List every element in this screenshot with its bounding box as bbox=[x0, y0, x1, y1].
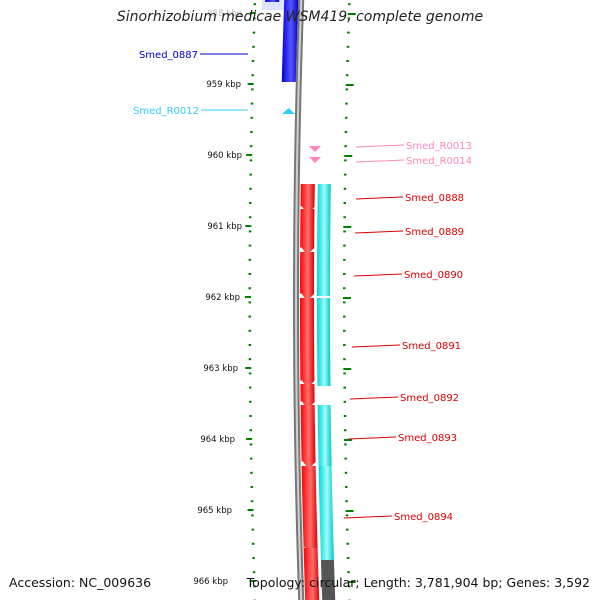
reverse-cds-block bbox=[265, 0, 280, 2]
map-decor bbox=[262, 0, 305, 600]
forward-cds-block bbox=[300, 405, 316, 469]
forward-cds-block bbox=[300, 384, 315, 409]
leader-line bbox=[349, 396, 399, 400]
forward-rna-marker bbox=[309, 157, 321, 163]
label-leader-lines bbox=[200, 53, 405, 519]
leader-line bbox=[353, 273, 403, 277]
kbp-label: 964 kbp bbox=[200, 435, 235, 445]
backbone-highlight bbox=[295, 0, 303, 600]
kbp-label: 960 kbp bbox=[207, 151, 242, 161]
genome-title: Sinorhizobium medicae WSM419, complete g… bbox=[116, 9, 484, 25]
forward-cds-block bbox=[300, 184, 315, 214]
forward-cds-block bbox=[300, 209, 315, 255]
accession-text: Accession: NC_009636 bbox=[9, 575, 152, 590]
forward-cds-block bbox=[303, 548, 320, 600]
leader-line bbox=[355, 196, 404, 200]
text-labels: 958 kbp 959 kbp 960 kbp 961 kbp 962 kbp 963 k… bbox=[133, 9, 472, 587]
forward-cds-block bbox=[301, 466, 318, 555]
gc-track-block bbox=[317, 405, 332, 466]
gene-label: Smed_0892 bbox=[400, 393, 459, 404]
gene-label: Smed_0888 bbox=[405, 193, 464, 204]
leader-line bbox=[354, 230, 404, 234]
kbp-label: 959 kbp bbox=[206, 80, 241, 90]
gc-track-block bbox=[318, 466, 334, 560]
forward-cds-block bbox=[300, 298, 315, 388]
gene-label: Smed_0887 bbox=[139, 50, 198, 61]
gc-track-block bbox=[317, 184, 331, 296]
kbp-label: 961 kbp bbox=[207, 222, 242, 232]
forward-rna-marker bbox=[309, 146, 321, 152]
leader-line bbox=[355, 144, 405, 148]
gene-label: Smed_0889 bbox=[405, 227, 464, 238]
feature-blocks bbox=[265, 0, 336, 600]
forward-cds-block bbox=[300, 252, 315, 301]
gc-track-block bbox=[320, 560, 336, 600]
leader-line bbox=[347, 436, 397, 440]
gc-track-block bbox=[317, 298, 331, 386]
gene-label: Smed_R0014 bbox=[406, 156, 472, 167]
topology-text: Topology: circular; Length: 3,781,904 bp… bbox=[246, 575, 590, 590]
kbp-label: 966 kbp bbox=[193, 577, 228, 587]
leader-line bbox=[351, 344, 401, 348]
kbp-label: 965 kbp bbox=[197, 506, 232, 516]
gene-label: Smed_0891 bbox=[402, 341, 461, 352]
gene-label: Smed_R0012 bbox=[133, 106, 199, 117]
gene-label: Smed_0893 bbox=[398, 433, 457, 444]
faded-track-region bbox=[262, 0, 296, 10]
tick-marks bbox=[245, 3, 356, 600]
gene-label: Smed_R0013 bbox=[406, 141, 472, 152]
reverse-rna-marker bbox=[282, 108, 295, 114]
kbp-label: 963 kbp bbox=[203, 364, 238, 374]
kbp-label: 962 kbp bbox=[205, 293, 240, 303]
leader-line bbox=[343, 515, 393, 519]
gene-label: Smed_0894 bbox=[394, 512, 453, 523]
leader-line bbox=[355, 159, 405, 163]
gene-label: Smed_0890 bbox=[404, 270, 463, 281]
kbp-label: 958 kbp bbox=[207, 9, 242, 19]
reverse-cds-block bbox=[281, 0, 299, 82]
